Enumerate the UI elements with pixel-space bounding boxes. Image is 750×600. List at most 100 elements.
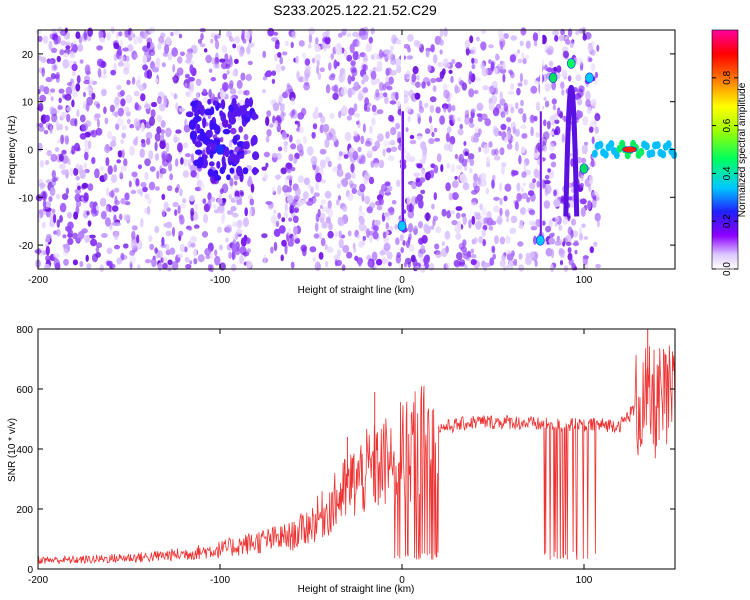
spectrogram-cell bbox=[448, 192, 454, 201]
spectrogram-cell bbox=[207, 98, 212, 105]
spectrogram-cell bbox=[516, 192, 522, 202]
spectrogram-cell bbox=[429, 105, 435, 113]
spectrogram-cell bbox=[349, 43, 355, 54]
spectrogram-cell bbox=[150, 109, 156, 118]
spectrogram-cell bbox=[184, 73, 190, 79]
spectrogram-cell bbox=[357, 234, 361, 240]
spectrogram-cell bbox=[104, 117, 109, 125]
spectrogram-cell bbox=[221, 155, 226, 166]
spectrogram-cell bbox=[75, 83, 81, 92]
spectrogram-cell bbox=[111, 189, 115, 199]
spectrogram-cell bbox=[265, 135, 270, 143]
spectrogram-cell bbox=[179, 243, 186, 253]
spectrogram-cell bbox=[351, 68, 358, 77]
spectrogram-cell bbox=[510, 35, 518, 41]
spectrogram-cell bbox=[187, 85, 191, 90]
spectrogram-cell bbox=[376, 205, 383, 211]
spectrogram-cell bbox=[162, 262, 169, 270]
spectrogram-cell bbox=[139, 148, 145, 158]
spectrogram-cell bbox=[293, 226, 298, 236]
spectrogram-cell bbox=[110, 69, 117, 76]
spectrogram-cell bbox=[242, 38, 247, 44]
spectrogram-cell bbox=[193, 203, 199, 211]
spectrogram-cell bbox=[120, 89, 125, 97]
spectrogram-cell bbox=[86, 210, 90, 216]
spectrogram-cell bbox=[96, 118, 100, 128]
spectrogram-cell bbox=[356, 120, 360, 125]
spectrogram-cell bbox=[420, 244, 426, 254]
spectrogram-cell bbox=[468, 70, 473, 80]
spectrogram-cell bbox=[365, 43, 373, 53]
spectrogram-cell bbox=[247, 42, 255, 48]
spectrogram-cell bbox=[456, 252, 463, 261]
spectrogram-cell bbox=[534, 259, 538, 267]
spectrogram-cell bbox=[558, 249, 566, 255]
spectrogram-cell bbox=[45, 76, 53, 83]
spectrogram-cell bbox=[548, 60, 554, 67]
spectrogram-cell bbox=[444, 230, 451, 240]
spectrogram-cell bbox=[83, 79, 91, 85]
spectrogram-cell bbox=[48, 196, 53, 202]
spectrogram-cell bbox=[271, 99, 277, 104]
spectrogram-cell bbox=[403, 261, 408, 268]
spectrogram-cell bbox=[423, 223, 429, 233]
spectrogram-cell bbox=[53, 253, 60, 258]
spectrogram-cell bbox=[161, 62, 166, 68]
spectrogram-cell bbox=[588, 126, 594, 133]
spectrogram-cell bbox=[464, 39, 471, 50]
spectrogram-cell bbox=[194, 140, 203, 148]
spectrogram-cell bbox=[67, 158, 71, 166]
spectrogram-cell bbox=[596, 44, 600, 52]
spectrogram-cell bbox=[510, 71, 515, 79]
spectrogram-cell bbox=[341, 68, 345, 74]
spectrogram-cell bbox=[437, 61, 444, 68]
spectrogram-cell bbox=[369, 236, 373, 243]
spectrogram-cell bbox=[59, 49, 65, 56]
spectrogram-cell bbox=[128, 180, 132, 188]
spectrogram-cell bbox=[543, 96, 547, 101]
spectrogram-cell bbox=[318, 232, 323, 240]
spectrogram-cell bbox=[496, 219, 503, 224]
spectrogram-cell bbox=[394, 57, 402, 67]
y-tick-label: 800 bbox=[16, 325, 33, 336]
spectrogram-cell bbox=[238, 125, 243, 133]
spectrogram-cell bbox=[320, 199, 327, 205]
spectrogram-cell bbox=[394, 224, 398, 230]
spectrogram-cell bbox=[582, 116, 589, 126]
spectrogram-cell bbox=[451, 59, 456, 64]
spectrogram-cell bbox=[448, 142, 453, 153]
spectrogram-cell bbox=[124, 201, 131, 206]
spectrogram-cell bbox=[491, 179, 495, 189]
spectrogram-cell bbox=[383, 212, 391, 218]
spectrogram-cell bbox=[504, 136, 508, 144]
spectrogram-cell bbox=[261, 166, 268, 171]
spectrogram-cell bbox=[100, 210, 107, 220]
spectrogram-cell bbox=[263, 173, 268, 180]
spectrogram-cell bbox=[396, 123, 400, 130]
spectrogram-cell bbox=[506, 216, 510, 223]
spectrogram-cell bbox=[263, 151, 270, 158]
spectrogram-cell bbox=[421, 81, 426, 89]
spectrogram-cell bbox=[114, 96, 120, 107]
spectrogram-cell bbox=[193, 159, 201, 167]
spectrogram-cell bbox=[65, 41, 71, 46]
spectrogram-cell bbox=[294, 201, 300, 209]
spectrogram-cell bbox=[83, 192, 89, 202]
spectrogram-cell bbox=[129, 255, 136, 264]
spectrogram-cell bbox=[486, 217, 494, 226]
spectrogram-cell bbox=[362, 87, 369, 94]
spectrogram-cell bbox=[101, 233, 108, 238]
spectrogram-cell bbox=[202, 88, 207, 94]
spectrogram-cell bbox=[120, 198, 126, 205]
spectrogram-cell bbox=[451, 180, 459, 189]
spectrogram-cell bbox=[577, 88, 584, 98]
spectrogram-cell bbox=[125, 94, 133, 104]
spectrogram-cell bbox=[387, 225, 394, 232]
spectrogram-cell bbox=[245, 73, 252, 82]
spectrogram-cell bbox=[556, 65, 562, 73]
spectrogram-cell bbox=[346, 251, 353, 259]
spectrogram-cell bbox=[385, 131, 390, 139]
spectrogram-cell bbox=[418, 221, 423, 229]
spectrogram-cell bbox=[332, 92, 339, 101]
spectrogram-cell bbox=[161, 152, 166, 163]
